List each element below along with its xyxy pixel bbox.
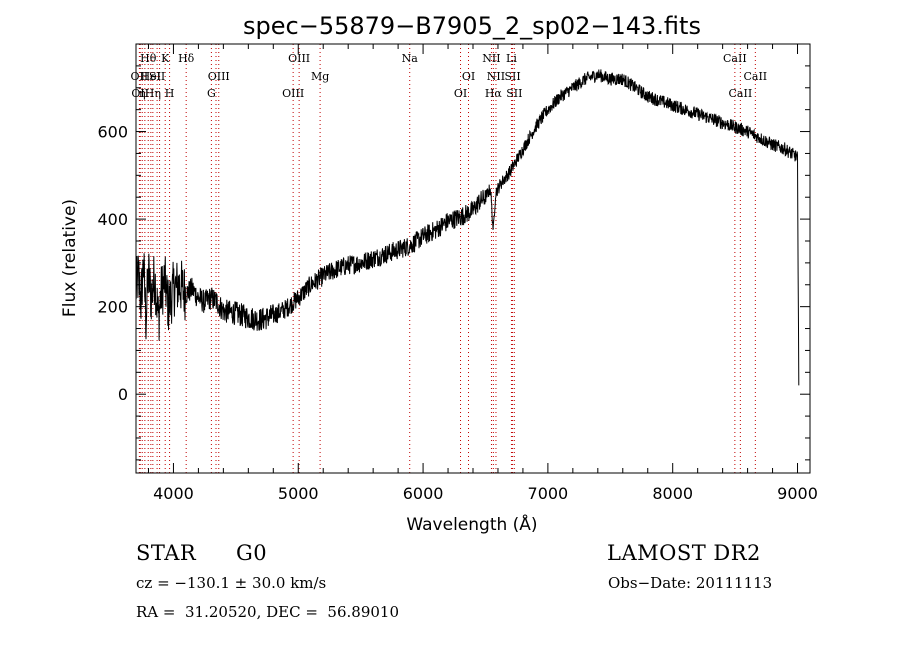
line-markers [138,44,756,473]
sky-coordinates: RA = 31.20520, DEC = 56.89010 [136,603,400,621]
x-tick-label: 4000 [153,484,194,503]
line-marker-label: NII [482,52,500,65]
line-marker-label: CaII [743,70,767,83]
axis-ticks [136,44,810,473]
line-marker-label: K [161,52,170,65]
y-tick-label: 600 [97,123,128,142]
line-marker-label: SII [504,70,520,83]
line-marker-label: Hθ [140,52,157,65]
x-axis-label: Wavelength (Å) [406,513,537,535]
x-tick-label: 8000 [652,484,693,503]
line-marker-label: HeI [141,70,161,83]
plot-frame [135,43,811,474]
line-marker-label: Hη [145,87,161,100]
line-marker-label: OI [454,87,467,100]
observation-date: Obs−Date: 20111113 [608,574,773,592]
line-marker-label: OIII [288,52,310,65]
x-tick-label: 6000 [403,484,444,503]
spectrum-line [135,69,800,386]
line-marker-label: η [139,87,146,100]
line-marker-label: NII [487,70,505,83]
object-subclass: G0 [236,541,268,565]
line-marker-label: OIII [282,87,304,100]
y-tick-label: 200 [97,298,128,317]
line-marker-label: CaII [723,52,747,65]
line-marker-label: SII [149,70,165,83]
y-axis-label: Flux (relative) [60,199,80,317]
chart-title: spec−55879−B7905_2_sp02−143.fits [243,12,701,40]
line-marker-labels: OIIOIIηHθHeIHηSIIKHHδGOIIIOIIIOIIIMgNaOI… [131,52,768,100]
line-marker-label: H [165,87,175,100]
line-marker-label: Hα [485,87,503,100]
x-tick-label: 9000 [777,484,818,503]
line-marker-label: Na [402,52,419,65]
x-tick-label: 5000 [278,484,319,503]
line-marker-label: CaII [729,87,753,100]
x-tick-label: 7000 [528,484,569,503]
line-marker-label: Mg [311,70,329,83]
line-marker-label: Hδ [178,52,195,65]
line-marker-label: Li [506,52,517,65]
object-class: STAR [136,541,197,565]
line-marker-label: SII [506,87,522,100]
y-tick-label: 0 [118,385,128,404]
spectrum-plot [135,69,800,386]
line-marker-label: OIII [208,70,230,83]
redshift-velocity: cz = −130.1 ± 30.0 km/s [136,574,327,592]
line-marker-label: OI [462,70,475,83]
line-marker-label: OII [131,70,149,83]
line-marker-label: G [207,87,216,100]
y-tick-label: 400 [97,210,128,229]
axis-tick-labels: 4000 5000 6000 7000 8000 9000 0 200 400 600 [97,123,817,503]
survey-name: LAMOST DR2 [607,541,761,565]
